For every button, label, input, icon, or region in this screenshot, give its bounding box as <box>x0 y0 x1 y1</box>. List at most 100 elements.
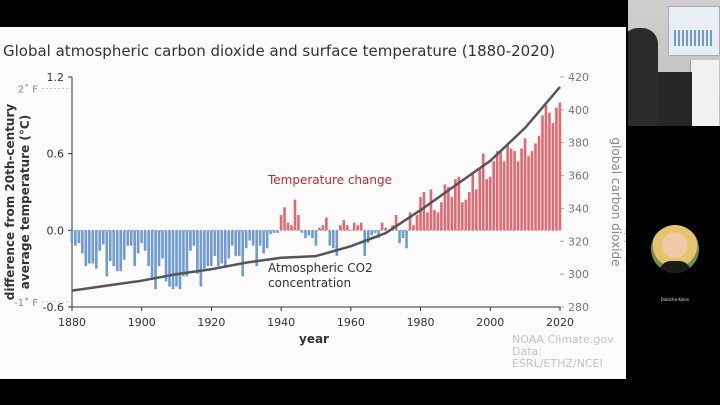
temperature-bar <box>199 230 203 287</box>
temperature-bar <box>495 151 499 231</box>
room-person <box>628 28 658 126</box>
temperature-bar <box>377 230 380 238</box>
y-tick-label: 0.6 <box>47 148 65 161</box>
temperature-bar <box>178 230 182 290</box>
temperature-bar <box>461 202 464 231</box>
temperature-bar <box>325 217 328 231</box>
temperature-bar <box>290 225 293 231</box>
temperature-bar <box>541 115 544 231</box>
temperature-bar <box>321 225 325 231</box>
climate-chart: -0.6 0.0 0.6 1.2 2˚ F -1˚ F 280 300 320 340 360 380… <box>3 71 626 346</box>
temperature-bar <box>311 230 314 238</box>
temperature-bar <box>189 230 192 251</box>
temperature-bar <box>471 174 475 231</box>
temperature-bar <box>523 138 527 231</box>
x-tick-label: 1900 <box>128 316 156 329</box>
x-tick-label: 1980 <box>407 316 435 329</box>
y-tick-label: 1.2 <box>47 71 65 84</box>
source-credit: NOAA Climate.gov Data: ESRL/ETHZ/NCEI <box>512 334 626 370</box>
y2-axis-label: global carbon dioxide concentration (ppm) <box>609 137 626 266</box>
temperature-bar <box>175 230 178 287</box>
fahrenheit-tick-label: -1˚ F <box>14 297 38 309</box>
temperature-bar <box>95 230 98 269</box>
temperature-bar <box>370 230 373 236</box>
temperature-bar <box>555 107 558 231</box>
temperature-bar <box>488 176 492 231</box>
temperature-bar <box>401 230 405 238</box>
co2-annotation-line1: Atmospheric CO2 <box>268 261 373 275</box>
temperature-bar <box>74 230 77 246</box>
presentation-slide: Global atmospheric carbon dioxide and su… <box>0 27 626 379</box>
y2-tick-label: 340 <box>568 202 589 215</box>
temperature-bar <box>217 230 220 267</box>
temperature-bar <box>467 192 471 231</box>
co2-annotation-line2: concentration <box>268 276 351 290</box>
temperature-bar <box>384 227 387 231</box>
temperature-bar <box>485 179 489 231</box>
y2-tick-label: 420 <box>568 71 589 84</box>
temperature-bar <box>380 222 384 231</box>
co2-line <box>71 86 561 292</box>
temperature-bar <box>115 230 119 272</box>
temperature-bar <box>506 143 509 231</box>
projected-chart <box>674 30 712 46</box>
temperature-bar <box>112 230 116 267</box>
room-door <box>690 60 719 126</box>
temperature-bar <box>415 215 419 231</box>
y-tick-label: 0.0 <box>47 224 65 237</box>
temperature-bar <box>70 230 74 244</box>
temperature-bar <box>196 230 199 274</box>
temperature-bar <box>474 189 478 231</box>
temperature-bar <box>513 151 516 231</box>
temperature-bar <box>481 153 485 231</box>
y2-axis-label-line2: concentration (ppm) <box>624 140 626 263</box>
temperature-bar <box>345 225 349 231</box>
temperature-bar <box>269 230 272 235</box>
temperature-bar <box>272 230 276 233</box>
temperature-bar <box>443 184 447 231</box>
temperature-bar <box>534 143 537 231</box>
temperature-bar <box>108 230 112 261</box>
participant-avatar <box>651 225 699 273</box>
temperature-bar <box>464 199 468 231</box>
temperature-bar <box>279 215 283 231</box>
x-tick-label: 1940 <box>267 316 295 329</box>
temperature-bar <box>230 230 234 246</box>
temperature-bar <box>440 202 443 231</box>
participant-video-room[interactable] <box>628 0 720 126</box>
participant-shirt <box>659 261 691 273</box>
temperature-bar <box>171 230 175 290</box>
temperature-bar <box>457 176 461 231</box>
source-line-1: NOAA Climate.gov <box>512 333 614 346</box>
x-tick-label: 1920 <box>197 316 225 329</box>
temperature-bar <box>237 230 241 256</box>
y-axis-label-line1: difference from 20th-century <box>3 104 17 301</box>
temperature-bar <box>77 230 81 244</box>
temperature-bar <box>213 230 217 256</box>
y2-tick-label: 280 <box>568 301 589 314</box>
source-line-2: Data: ESRL/ETHZ/NCEI <box>512 345 603 370</box>
temperature-bar <box>84 230 88 267</box>
temperature-bar <box>478 169 482 231</box>
y2-axis-label-line1: global carbon dioxide <box>609 137 623 266</box>
temperature-bar <box>140 230 143 244</box>
temperature-bar <box>286 222 290 231</box>
temperature-bar <box>241 230 245 277</box>
y2-tick-label: 300 <box>568 268 589 281</box>
temperature-bar <box>133 230 136 267</box>
temperature-bar <box>262 230 265 254</box>
y2-tick-label: 400 <box>568 104 589 117</box>
y-axis-label-line2: average temperature (°C) <box>18 115 32 289</box>
temperature-bar <box>293 199 297 231</box>
temperature-bar <box>304 230 307 238</box>
temperature-bar <box>192 230 196 246</box>
temperature-bar <box>300 230 304 233</box>
participant-video-camera[interactable]: Dobiche Kelen <box>632 217 718 309</box>
temperature-bar <box>129 230 133 246</box>
x-tick-label: 1960 <box>337 316 365 329</box>
temperature-bar <box>436 212 440 231</box>
temperature-bar <box>185 230 189 277</box>
temperature-bar <box>220 230 224 264</box>
temperature-bar <box>91 230 95 264</box>
temperature-bar <box>161 230 164 259</box>
